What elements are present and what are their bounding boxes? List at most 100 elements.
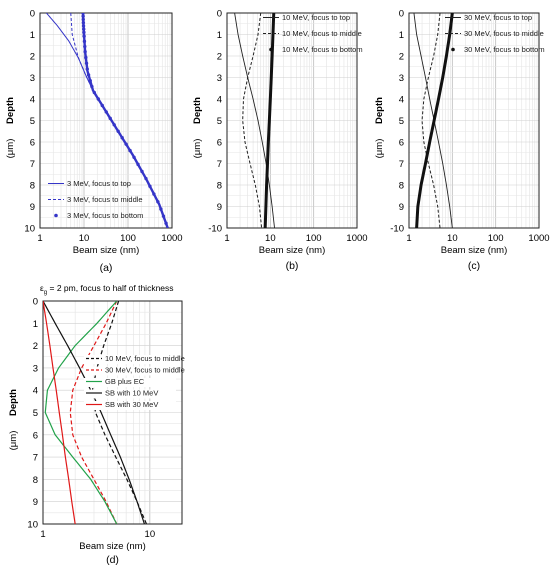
legend: 3 MeV, focus to top 3 MeV, focus to middl… [48,179,143,220]
data-point [429,134,433,137]
data-point [416,205,420,208]
legend-label: SB with 30 MeV [105,400,158,409]
data-point [443,63,447,66]
data-point [441,76,444,79]
data-point [271,44,274,47]
y-axis-unit: (μm) [8,431,19,451]
y-tick-label: 3 [399,73,404,84]
y-axis-label: Depth [5,97,16,124]
data-point [268,102,272,105]
plot-frame [42,300,183,525]
data-point [81,14,85,18]
x-axis-label: Beam size (nm) [441,245,508,256]
y-tick-label: 6 [30,138,35,149]
data-point [81,24,86,28]
data-point [418,192,421,195]
data-point [152,192,156,196]
series-line [421,13,441,228]
y-tick-label: 3 [217,73,222,84]
y-axis-label: Depth [374,97,385,124]
y-tick-label: 9 [399,202,404,213]
data-point [437,95,441,99]
y-tick-label: 8 [399,181,404,192]
data-point [266,147,270,150]
y-tick-label: 4 [399,95,404,106]
data-point [432,121,435,124]
data-point [112,123,116,127]
x-tick-label: 100 [306,233,322,244]
data-point [124,142,128,146]
y-tick-label: 9 [217,202,222,213]
legend-bg [84,378,176,387]
y-tick-label: 2 [217,52,222,63]
y-tick-label: 4 [30,95,35,106]
y-axis-unit: (μm) [5,139,16,159]
x-tick-label: 1 [40,529,45,540]
data-point [264,218,267,221]
data-point [271,37,274,40]
legend-label: 30 MeV, focus to top [464,13,532,22]
series-line [234,13,275,228]
data-point [422,173,425,176]
data-point [159,207,163,211]
y-tick-label: -10 [390,224,404,235]
data-point [419,185,422,189]
data-point [425,153,429,157]
data-point [270,69,273,73]
data-point [446,44,450,47]
y-axis-label: Depth [192,97,203,124]
y-tick-label: 0 [33,297,38,308]
data-point [264,205,268,208]
data-point [272,24,275,28]
x-tick-label: 1 [406,233,411,244]
legend-label: 3 MeV, focus to top [67,179,131,188]
y-axis-unit: (μm) [374,139,385,159]
legend-bg [84,366,176,376]
data-point [85,67,89,71]
y-tick-label: 0 [217,9,222,20]
panel-caption: (b) [286,260,299,272]
data-point [82,27,86,31]
legend-label: 30 MeV, focus to middle [464,29,544,38]
data-point [266,153,270,157]
data-point [267,134,270,137]
data-point [442,69,446,73]
y-tick-label: 6 [217,138,222,149]
legend: 10 MeV, focus to middle 30 MeV, focus to … [84,354,185,410]
x-tick-label: 1000 [346,233,367,244]
data-point [156,200,160,204]
x-tick-label: 1 [37,233,42,244]
data-point [264,224,267,228]
data-point [268,121,271,124]
y-tick-label: 8 [33,475,38,486]
data-point [82,34,86,38]
data-point [120,136,124,140]
data-point [264,198,268,202]
y-tick-label: 2 [30,52,35,63]
x-tick-label: 1000 [528,233,549,244]
series-line [43,301,146,524]
data-point [265,185,268,189]
data-point [92,90,97,95]
data-point [415,218,419,221]
y-tick-label: 8 [30,181,35,192]
legend-label: 30 MeV, focus to middle [105,366,185,375]
data-point [445,50,449,53]
data-point [148,184,152,188]
legend-label: 30 MeV, focus to bottom [464,45,545,54]
x-tick-label: 100 [488,233,504,244]
data-point [270,56,274,60]
legend-swatch [269,47,273,52]
legend-swatch [451,47,455,52]
data-point [81,17,85,22]
chart-b: 1 10 100 1000 0 1 2 3 4 5 6 7 8 9 -10 Beam size (nm) Dep… [192,9,368,273]
data-point [266,166,269,169]
data-point [272,18,275,21]
data-point [161,214,166,218]
data-point [83,50,87,54]
data-point [144,176,148,181]
data-point [433,115,437,118]
data-point [270,76,273,79]
